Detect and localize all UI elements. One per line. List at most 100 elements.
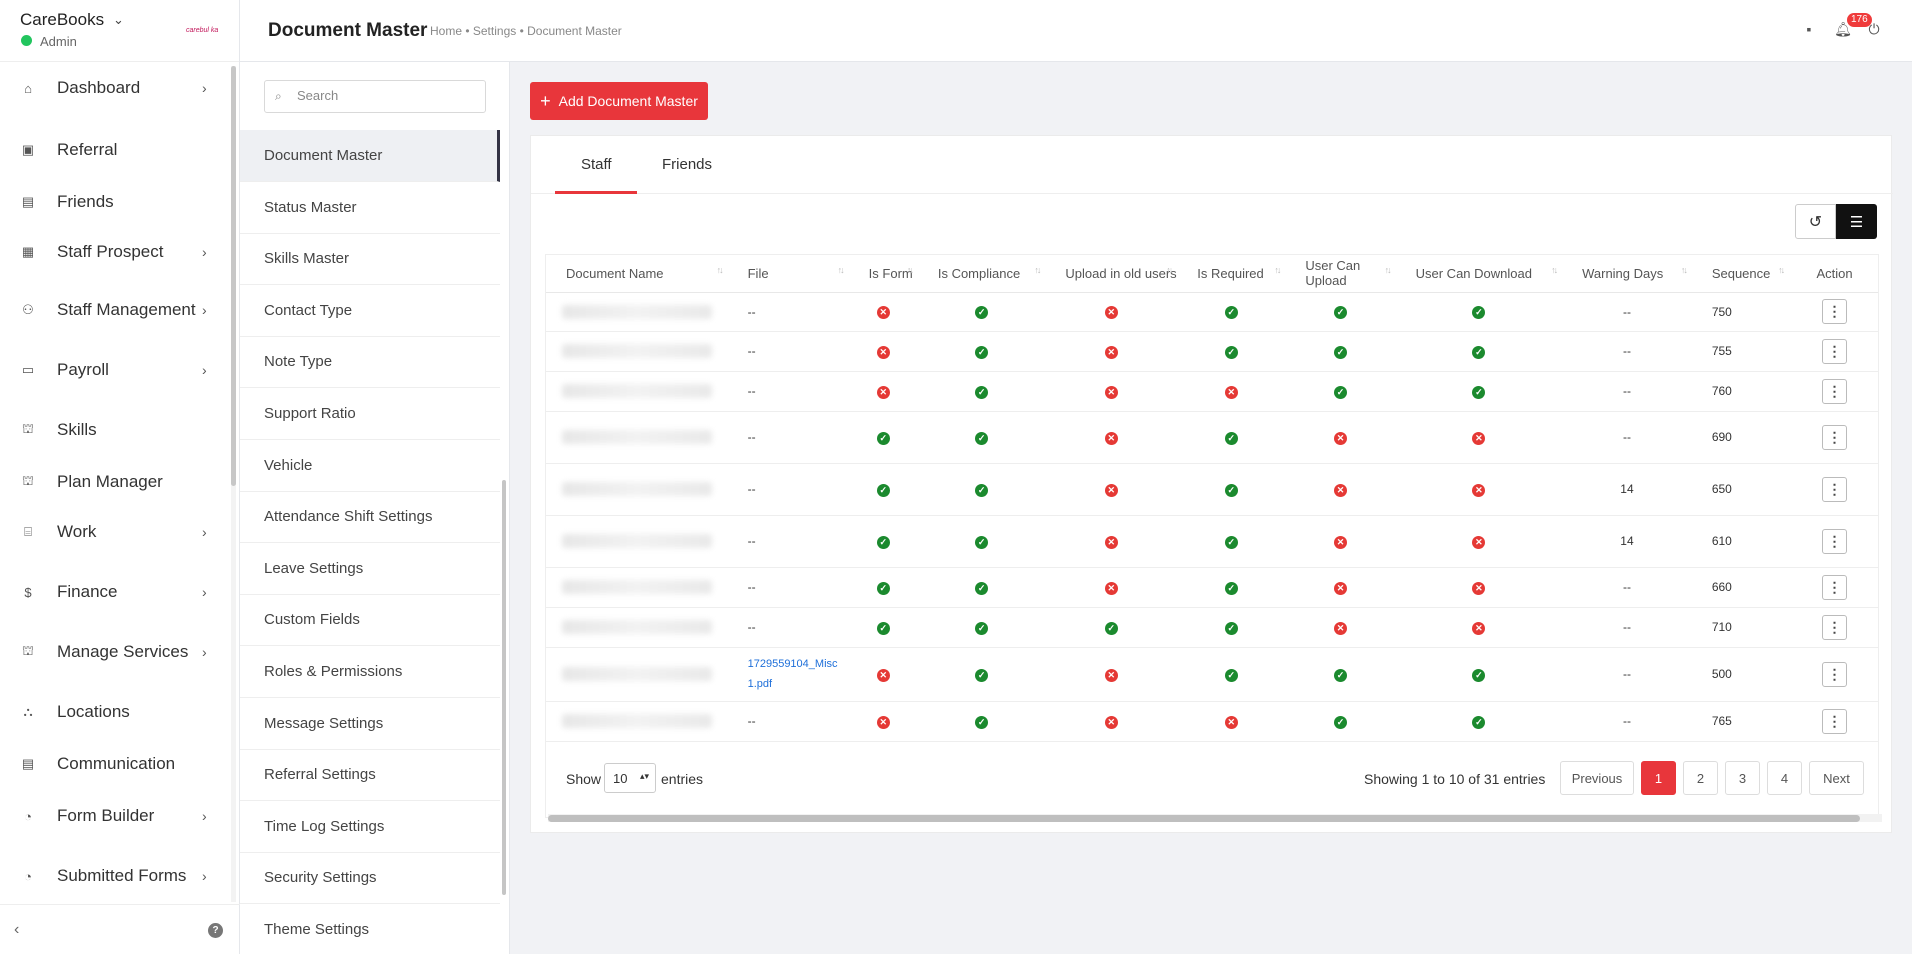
sort-icon[interactable]: ↑↓ xyxy=(1778,265,1785,275)
more-actions-icon[interactable]: ⋮ xyxy=(1822,424,1848,450)
column-header-user-can-upload[interactable]: User Can Upload ↑↓ xyxy=(1285,255,1396,293)
column-header-is-required[interactable]: Is Required ↑↓ xyxy=(1177,255,1286,293)
more-actions-icon[interactable]: ⋮ xyxy=(1822,476,1848,502)
sort-icon[interactable]: ↑↓ xyxy=(906,265,914,275)
settings-search-input[interactable] xyxy=(297,88,477,103)
sort-icon[interactable]: ↑↓ xyxy=(1166,265,1173,275)
more-actions-icon[interactable]: ⋮ xyxy=(1822,708,1848,734)
settings-item-message-settings[interactable]: Message Settings xyxy=(240,698,500,750)
file-value: -- xyxy=(747,430,756,444)
settings-item-theme-settings[interactable]: Theme Settings xyxy=(240,904,500,954)
file-link[interactable]: 1729559104_Misc 1.pdf xyxy=(748,658,838,690)
refresh-icon[interactable]: ↺ xyxy=(1795,204,1836,239)
tab-friends[interactable]: Friends xyxy=(662,156,713,173)
column-header-file[interactable]: File ↑↓ xyxy=(727,255,849,293)
notes-icon[interactable]: ▪ xyxy=(1806,21,1812,37)
settings-item-document-master[interactable]: Document Master xyxy=(240,130,500,182)
more-actions-icon[interactable]: ⋮ xyxy=(1822,338,1848,364)
sidebar-item-form-builder[interactable]: ◔ Form Builder › xyxy=(0,794,232,838)
settings-item-attendance-shift-settings[interactable]: Attendance Shift Settings xyxy=(240,491,500,544)
settings-item-security-settings[interactable]: Security Settings xyxy=(240,852,500,905)
page-button-4[interactable]: 4 xyxy=(1767,761,1802,795)
sidebar-item-manage-services[interactable]: ⛫ Manage Services › xyxy=(0,630,232,674)
sidebar-item-friends[interactable]: ▤ Friends xyxy=(0,180,232,224)
page-button-1[interactable]: 1 xyxy=(1641,761,1676,795)
add-document-master-button[interactable]: + Add Document Master xyxy=(530,82,708,120)
column-header-action[interactable]: Action xyxy=(1789,255,1878,293)
bell-icon[interactable]: 🔔︎ xyxy=(1834,20,1852,37)
settings-item-vehicle[interactable]: Vehicle xyxy=(240,440,500,492)
breadcrumb[interactable]: Home • Settings • Document Master xyxy=(430,24,622,38)
sidebar-item-work[interactable]: ⌸ Work › xyxy=(0,510,232,554)
sort-icon[interactable]: ↑↓ xyxy=(716,265,724,275)
sort-icon[interactable]: ↑↓ xyxy=(837,265,845,275)
sort-icon[interactable]: ↑↓ xyxy=(1274,265,1281,275)
help-icon[interactable]: ? xyxy=(208,923,223,938)
settings-item-time-log-settings[interactable]: Time Log Settings xyxy=(240,801,500,853)
settings-item-custom-fields[interactable]: Custom Fields xyxy=(240,594,500,647)
sidebar-item-dashboard[interactable]: ⌂ Dashboard › xyxy=(0,66,232,110)
horizontal-scrollbar-thumb[interactable] xyxy=(548,815,1860,822)
column-header-sequence[interactable]: Sequence ↑↓ xyxy=(1691,255,1790,293)
column-header-warning-days[interactable]: Warning Days ↑↓ xyxy=(1562,255,1692,293)
sidebar-item-referral[interactable]: ▣ Referral xyxy=(0,128,232,172)
settings-menu-scrollbar[interactable] xyxy=(502,480,506,895)
collapse-sidebar-icon[interactable]: ‹ xyxy=(14,921,20,938)
column-header-document-name[interactable]: Document Name ↑↓ xyxy=(546,255,728,293)
more-actions-icon[interactable]: ⋮ xyxy=(1822,528,1848,554)
sidebar-item-staff-management[interactable]: ⚇ Staff Management › xyxy=(0,288,232,332)
sequence-cell: 755 xyxy=(1691,331,1790,372)
settings-item-referral-settings[interactable]: Referral Settings xyxy=(240,749,500,802)
page-size-select[interactable]: 10 ▴▾ xyxy=(604,763,656,793)
sort-icon[interactable]: ↑↓ xyxy=(1680,265,1688,275)
is-form-cell: ✕ xyxy=(848,292,918,332)
settings-item-status-master[interactable]: Status Master xyxy=(240,182,500,234)
column-header-label: Is Compliance xyxy=(937,265,1021,281)
list-view-icon[interactable]: ☰ xyxy=(1836,204,1877,239)
document-name-cell xyxy=(546,331,728,372)
tab-staff[interactable]: Staff xyxy=(581,156,612,173)
sidebar-item-skills[interactable]: ⛫ Skills xyxy=(0,408,232,452)
sidebar-item-staff-prospect[interactable]: ▦ Staff Prospect › xyxy=(0,230,232,274)
chevron-down-icon[interactable]: ⌄ xyxy=(113,12,124,27)
settings-item-skills-master[interactable]: Skills Master xyxy=(240,233,500,286)
sidebar-item-locations[interactable]: ⛬ Locations xyxy=(0,690,232,734)
power-icon[interactable]: ⏻ xyxy=(1868,20,1880,37)
sidebar-item-label: Dashboard xyxy=(57,78,141,97)
more-actions-icon[interactable]: ⋮ xyxy=(1822,661,1848,687)
more-actions-icon[interactable]: ⋮ xyxy=(1822,574,1848,600)
more-actions-icon[interactable]: ⋮ xyxy=(1822,378,1848,404)
settings-item-roles-permissions[interactable]: Roles & Permissions xyxy=(240,646,500,698)
cross-circle-icon: ✕ xyxy=(1104,306,1118,319)
sort-icon[interactable]: ↑↓ xyxy=(1551,265,1558,275)
settings-item-contact-type[interactable]: Contact Type xyxy=(240,285,500,337)
brand-name[interactable]: CareBooks xyxy=(20,10,105,29)
sidebar-item-payroll[interactable]: ▭ Payroll › xyxy=(0,348,232,392)
settings-item-leave-settings[interactable]: Leave Settings xyxy=(240,543,500,595)
next-page-button[interactable]: Next xyxy=(1809,761,1864,795)
settings-item-support-ratio[interactable]: Support Ratio xyxy=(240,388,500,440)
sidebar-scrollbar-thumb[interactable] xyxy=(231,66,236,486)
sort-icon[interactable]: ↑↓ xyxy=(1034,265,1041,275)
more-actions-icon[interactable]: ⋮ xyxy=(1822,299,1848,324)
previous-page-button[interactable]: Previous xyxy=(1560,761,1634,795)
upload-old-cell: ✕ xyxy=(1045,647,1178,702)
column-header-user-can-download[interactable]: User Can Download ↑↓ xyxy=(1395,255,1563,293)
column-header-is-form[interactable]: Is Form ↑↓ xyxy=(848,255,918,293)
sidebar-item-submitted-forms[interactable]: ◔ Submitted Forms › xyxy=(0,854,232,898)
document-name-cell xyxy=(546,292,728,332)
sidebar-item-communication[interactable]: ▤ Communication xyxy=(0,742,232,786)
is-compliance-cell: ✓ xyxy=(917,463,1046,516)
settings-item-note-type[interactable]: Note Type xyxy=(240,336,500,389)
page-button-2[interactable]: 2 xyxy=(1683,761,1718,795)
more-actions-icon[interactable]: ⋮ xyxy=(1822,614,1848,640)
can-download-cell: ✓ xyxy=(1395,701,1563,742)
settings-search[interactable]: ⌕ xyxy=(264,80,486,113)
sidebar-item-finance[interactable]: $ Finance › xyxy=(0,570,232,614)
column-header-upload-in-old-users[interactable]: Upload in old users ↑↓ xyxy=(1045,255,1178,293)
column-header-is-compliance[interactable]: Is Compliance ↑↓ xyxy=(917,255,1046,293)
sort-icon[interactable]: ↑↓ xyxy=(1384,265,1392,275)
page-button-3[interactable]: 3 xyxy=(1725,761,1760,795)
sidebar-item-plan-manager[interactable]: ⛫ Plan Manager xyxy=(0,460,232,504)
check-circle-icon: ✓ xyxy=(876,483,890,497)
